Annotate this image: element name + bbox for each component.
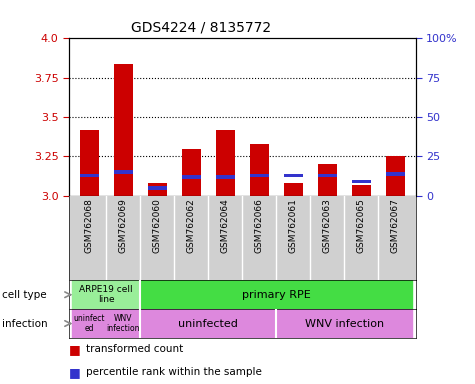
Bar [72, 280, 140, 309]
Title: GDS4224 / 8135772: GDS4224 / 8135772 [131, 20, 271, 35]
Bar [386, 172, 405, 175]
Text: WNV
infection: WNV infection [106, 314, 140, 333]
Text: GSM762065: GSM762065 [357, 199, 366, 253]
Text: GSM762069: GSM762069 [119, 199, 128, 253]
Bar [182, 149, 200, 196]
Bar [182, 175, 200, 179]
Text: GSM762060: GSM762060 [153, 199, 162, 253]
Bar [216, 130, 235, 196]
Bar [106, 309, 140, 338]
Bar [140, 280, 412, 309]
Bar [80, 130, 99, 196]
Text: infection: infection [2, 318, 48, 329]
Text: ■: ■ [69, 343, 85, 356]
Text: WNV infection: WNV infection [304, 318, 384, 329]
Bar [352, 185, 371, 196]
Bar [318, 164, 337, 196]
Bar [352, 180, 371, 184]
Text: uninfected: uninfected [178, 318, 238, 329]
Text: GSM762067: GSM762067 [391, 199, 400, 253]
Bar [284, 174, 303, 177]
Text: percentile rank within the sample: percentile rank within the sample [86, 367, 261, 377]
Bar [80, 174, 99, 177]
Text: GSM762068: GSM762068 [85, 199, 94, 253]
Text: GSM762063: GSM762063 [323, 199, 332, 253]
Bar [114, 64, 133, 196]
Text: GSM762064: GSM762064 [221, 199, 230, 253]
Text: transformed count: transformed count [86, 344, 183, 354]
Bar [284, 183, 303, 196]
Bar [72, 309, 106, 338]
Bar [250, 144, 268, 196]
Bar [250, 174, 268, 177]
Text: ■: ■ [69, 366, 85, 379]
Text: cell type: cell type [2, 290, 47, 300]
Text: GSM762066: GSM762066 [255, 199, 264, 253]
Bar [114, 170, 133, 174]
Text: uninfect
ed: uninfect ed [74, 314, 105, 333]
Text: primary RPE: primary RPE [242, 290, 311, 300]
Text: GSM762061: GSM762061 [289, 199, 298, 253]
Text: ARPE19 cell
line: ARPE19 cell line [79, 285, 133, 305]
Bar [148, 186, 167, 190]
Text: GSM762062: GSM762062 [187, 199, 196, 253]
Bar [318, 174, 337, 177]
Bar [148, 183, 167, 196]
Bar [386, 157, 405, 196]
Bar [140, 309, 276, 338]
Bar [276, 309, 412, 338]
Bar [216, 175, 235, 179]
